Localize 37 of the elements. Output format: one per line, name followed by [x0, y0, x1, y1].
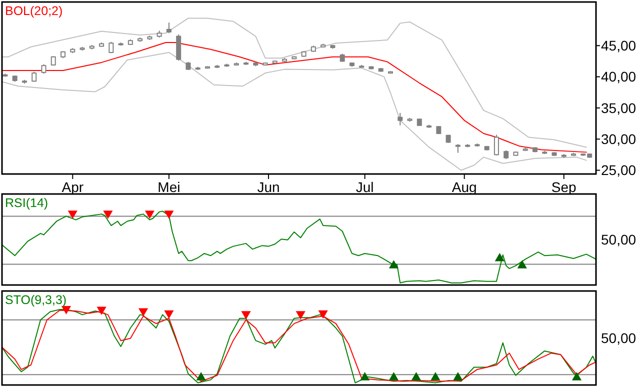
candlestick — [41, 64, 46, 74]
y-tick-label: 45,00 — [601, 38, 636, 54]
y-tick-label: 35,00 — [601, 100, 636, 116]
candlestick — [398, 112, 403, 126]
point — [453, 372, 463, 380]
line-series — [2, 52, 587, 171]
candlestick — [166, 22, 172, 34]
line-series — [2, 18, 587, 148]
chart-title: BOL(20;2) — [5, 4, 63, 18]
candlestick — [176, 34, 182, 62]
x-tick-label: Mei — [158, 179, 180, 195]
point — [360, 372, 370, 380]
y-tick-label: 25,00 — [601, 162, 636, 178]
point — [572, 372, 582, 380]
y-tick-label: 30,00 — [601, 131, 636, 147]
point — [388, 372, 399, 380]
x-tick-label: Sep — [551, 179, 577, 195]
y-tick-label: 40,00 — [601, 68, 636, 85]
text: 50,00 — [601, 231, 636, 248]
candlestick — [32, 71, 37, 82]
x-tick-label: Jun — [257, 179, 280, 195]
x-tick-label: Apr — [62, 179, 84, 195]
point — [96, 306, 106, 316]
point — [164, 310, 174, 319]
point — [318, 310, 328, 319]
point — [196, 372, 206, 380]
text: 50,00 — [601, 330, 636, 346]
chart-title: RSI(14) — [5, 196, 48, 210]
point — [138, 308, 148, 317]
x-tick-label: Jul — [356, 179, 374, 195]
point — [61, 306, 72, 314]
candlestick — [494, 134, 499, 156]
chart-title: STO(9,3,3) — [5, 293, 67, 307]
point — [411, 372, 421, 380]
point — [241, 311, 251, 320]
point — [430, 372, 440, 380]
point — [296, 311, 306, 320]
